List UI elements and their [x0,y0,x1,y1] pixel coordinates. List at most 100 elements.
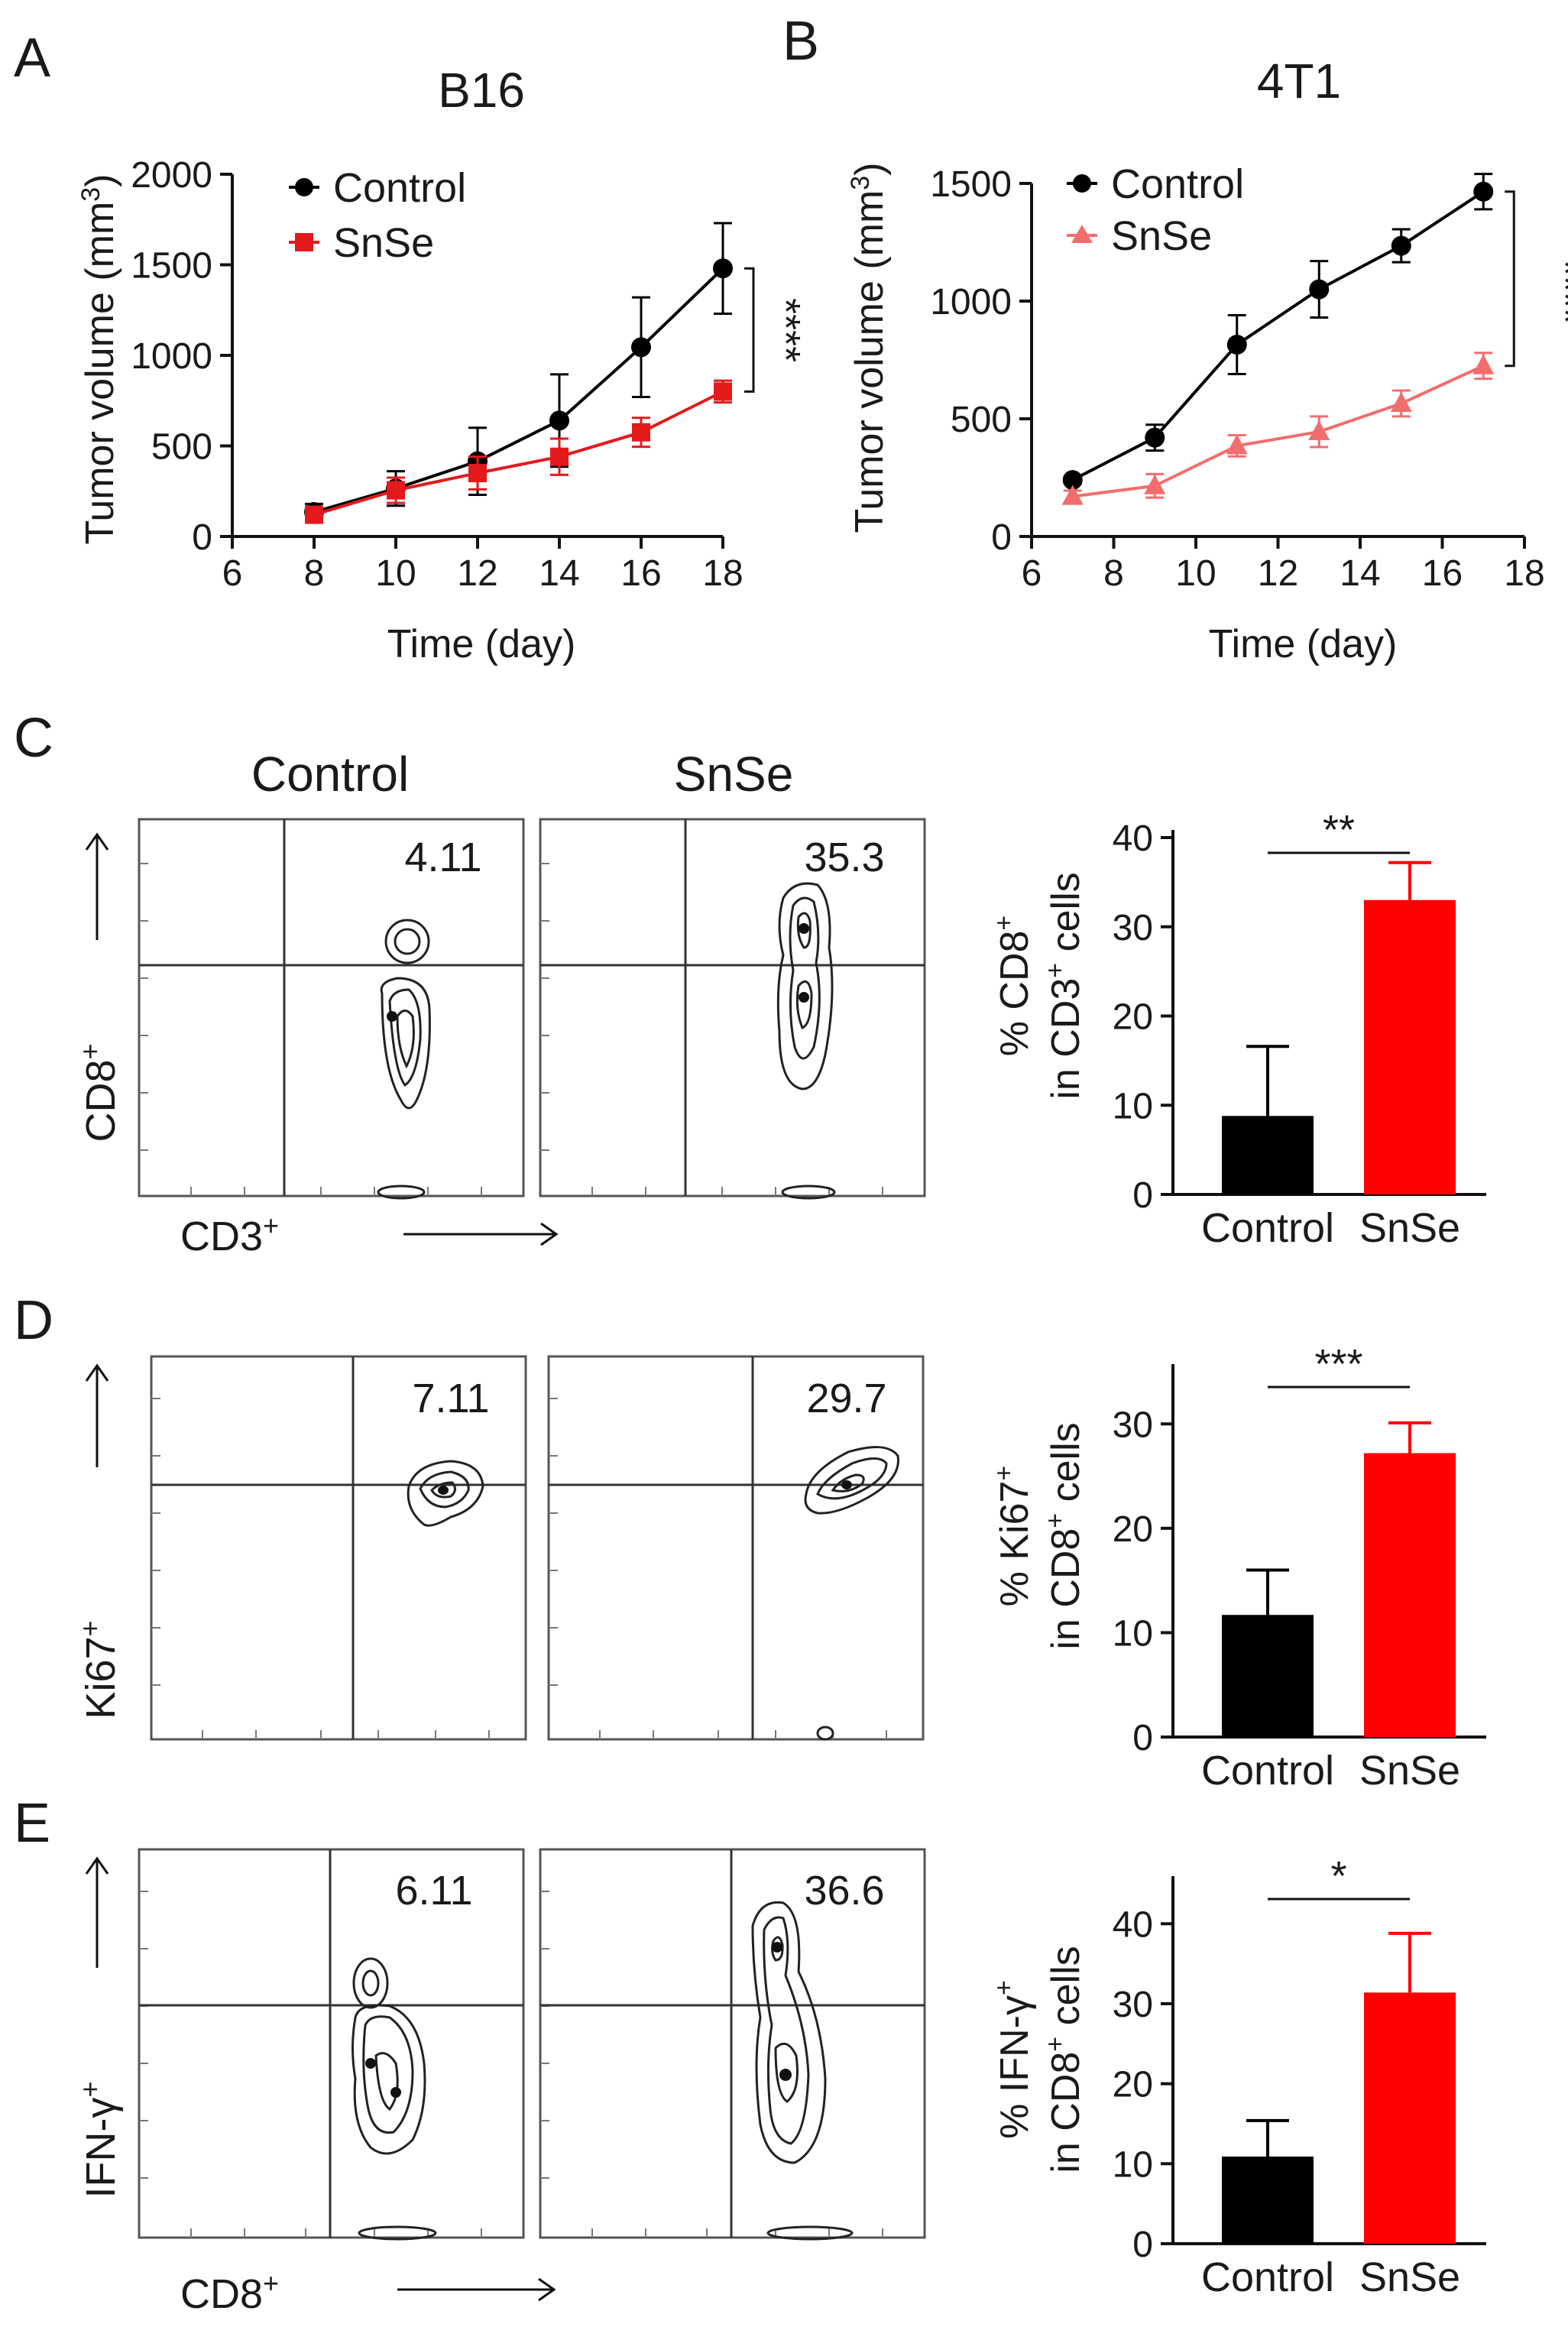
y-tick-label: 10 [1113,2144,1153,2185]
y-marker-label-sup: + [74,1620,105,1636]
panel-letter-b: B [782,11,819,72]
x-tick-label: 6 [1022,553,1042,594]
x-axis-label: Time (day) [387,622,576,666]
flow-plot-control-minor-ticks [151,1398,490,1739]
significance-label: * [1330,1853,1346,1899]
x-tick-label: 10 [1175,553,1216,594]
y-tick-label: 2000 [131,155,212,196]
y-marker-label-text: CD8 [78,1060,124,1142]
x-tick-label: 14 [1340,553,1380,594]
flow-plots-cd8-cd3: Control SnSe 4.11 [74,747,926,1259]
data-point-control [1473,181,1494,202]
legend-swatch-control [295,178,313,196]
data-point-snse [1308,420,1330,440]
x-tick-label: 18 [1504,553,1544,594]
x-marker-label: CD3+ [180,1210,279,1259]
legend-label-snse: SnSe [333,220,434,266]
y-direction-arrowhead [85,832,109,851]
data-point-snse [305,505,323,524]
x-tick-label: 12 [1258,553,1298,594]
y-axis-label-line2-end: cells [1044,872,1088,962]
significance-bracket [744,267,755,393]
y-axis-label-close: ) [78,173,122,186]
y-tick-label: 40 [1113,1904,1153,1945]
legend-swatch-snse [295,233,313,251]
y-direction-arrowhead [85,1856,109,1875]
data-point-control [1391,235,1411,256]
x-marker-label: CD8+ [180,2267,279,2317]
data-point-snse [1144,474,1166,494]
y-tick-label: 0 [1132,1718,1153,1758]
y-axis-label-line2: in CD8+ cells [1041,1946,1088,2173]
y-tick-label: 1000 [930,282,1012,322]
y-marker-label-text: IFN-γ [78,2098,124,2199]
y-axis-label-text: Tumor volume (mm [78,202,122,545]
cell-population-contour [751,1901,854,2241]
y-axis-label-line1: % Ki67+ [990,1466,1037,1607]
quadrant-percentage-control: 4.11 [404,835,481,880]
flow-plot-control-frame [138,818,525,1198]
significance-label: *** [1314,1341,1362,1387]
y-tick-label: 1500 [131,246,212,287]
bar-snse [1364,1992,1456,2244]
legend-label-control: Control [1111,161,1244,207]
y-tick-label: 1500 [930,164,1012,205]
legend-label-control: Control [333,165,466,211]
y-tick-label: 30 [1113,1405,1153,1445]
x-marker-label-sup: + [263,2267,279,2299]
chart-title: B16 [438,63,525,118]
y-axis-label-line1-sup: + [990,1466,1019,1481]
cell-population-contour [407,1460,484,1527]
series-line-control [1071,190,1485,481]
x-tick-label: 6 [222,553,243,594]
x-direction-arrowhead [538,2277,556,2302]
y-tick-label: 40 [1113,818,1153,859]
quadrant-percentage-control: 6.11 [395,1868,472,1914]
y-marker-label-text: Ki67 [78,1636,124,1719]
significance-label: **** [763,298,808,362]
cell-population-contour [352,1957,437,2241]
significance-bracket [1505,190,1515,368]
y-tick-label: 10 [1113,1086,1153,1126]
flow-plots-ifng: 6.11 36.6 IFN-γ+ CD8+ [74,1848,926,2317]
data-point-snse [632,423,650,442]
bar-control [1222,2156,1314,2244]
x-tick-label: 12 [457,553,497,594]
data-point-snse [1226,434,1248,455]
x-tick-label: 8 [304,553,325,594]
y-axis-label-line2: in CD3+ cells [1041,872,1088,1099]
data-point-control [631,337,651,358]
y-tick-label: 30 [1113,1985,1153,2025]
x-tick-label: 18 [702,553,743,594]
y-axis-label-line1: % CD8+ [990,916,1037,1057]
column-label-control: Control [251,747,409,802]
line-chart-b16: B16 Tumor volume (mm3) Time (day) Contro… [76,63,808,666]
bar-snse [1364,1453,1456,1737]
x-tick-label-control: Control [1201,1748,1334,1794]
y-axis-label-line2-text: in CD8 [1044,1528,1088,1650]
quadrant-percentage-control: 7.11 [412,1376,489,1421]
x-tick-label: 16 [1422,553,1463,594]
y-axis-label-line1-text: % Ki67 [993,1481,1037,1607]
y-tick-label: 0 [1132,2225,1153,2265]
legend-label-snse: SnSe [1111,213,1212,259]
quadrant-percentage-snse: 29.7 [806,1376,886,1421]
x-tick-label-control: Control [1201,2254,1334,2300]
y-marker-label-sup: + [74,1043,105,1059]
y-axis-label-line2-text: in CD8 [1044,2052,1088,2173]
x-tick-label-snse: SnSe [1359,1205,1460,1251]
data-point-control [713,258,733,279]
y-marker-label: IFN-γ+ [74,2082,124,2199]
y-axis-label-line2: in CD8+ cells [1041,1422,1088,1649]
legend-swatch-snse [1071,225,1093,243]
quadrant-percentage-snse: 36.6 [804,1868,884,1914]
x-tick-label: 14 [539,553,579,594]
y-tick-label: 20 [1113,2065,1153,2105]
y-axis-label-line2-text: in CD3 [1044,978,1088,1100]
data-point-snse [1061,485,1084,505]
data-point-control [1226,334,1247,355]
x-tick-label: 10 [375,553,416,594]
panel-letter-e: E [14,1793,50,1854]
x-tick-label-control: Control [1201,1205,1334,1251]
